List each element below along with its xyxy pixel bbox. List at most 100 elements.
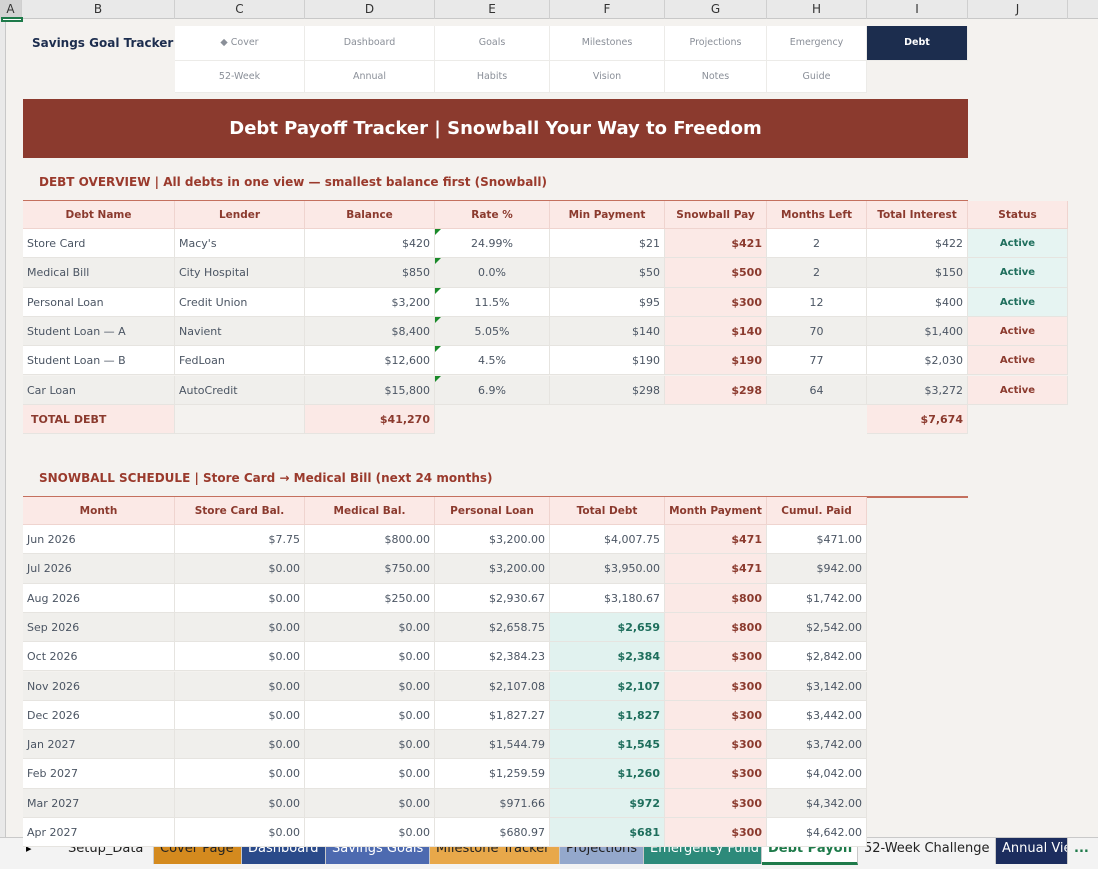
overview-cell-4-4: $190 [550, 346, 665, 376]
overview-cell-4-0: Student Loan — B [23, 346, 175, 376]
schedule-cell-7-5: $300 [665, 730, 767, 760]
overview-cell-2-8: Active [968, 287, 1068, 317]
schedule-header-3: Personal Loan [435, 497, 550, 525]
overview-cell-1-6: 2 [767, 258, 867, 288]
column-header-a[interactable]: A [0, 0, 22, 19]
overview-cell-2-1: Credit Union [175, 287, 305, 317]
overview-cell-2-7: $400 [867, 287, 968, 317]
schedule-cell-0-3: $3,200.00 [435, 525, 550, 555]
nav-link-52-week[interactable]: 52-Week [175, 61, 305, 93]
overview-cell-5-0: Car Loan [23, 375, 175, 405]
schedule-cell-10-0: Apr 2027 [23, 818, 175, 848]
overview-header-2: Balance [305, 201, 435, 229]
schedule-cell-1-6: $942.00 [767, 554, 867, 584]
schedule-cell-6-1: $0.00 [175, 700, 305, 731]
sheet-tab-52-week-challenge[interactable]: 52-Week Challenge [858, 838, 996, 864]
selected-cell-a1[interactable] [1, 17, 23, 22]
nav-link-guide[interactable]: Guide [767, 61, 867, 93]
schedule-cell-10-5: $300 [665, 818, 767, 848]
overview-cell-0-5: $421 [665, 229, 767, 259]
schedule-header-1: Store Card Bal. [175, 497, 305, 525]
column-header-e[interactable]: E [435, 0, 550, 19]
schedule-cell-3-1: $0.00 [175, 612, 305, 643]
schedule-cell-8-0: Feb 2027 [23, 759, 175, 789]
nav-link-vision[interactable]: Vision [550, 61, 665, 93]
schedule-cell-6-6: $3,442.00 [767, 700, 867, 731]
overview-cell-1-2: $850 [305, 258, 435, 288]
schedule-cell-6-4: $1,827 [550, 700, 665, 731]
column-header-j[interactable]: J [968, 0, 1068, 19]
overview-cell-4-7: $2,030 [867, 346, 968, 376]
schedule-cell-2-6: $1,742.00 [767, 583, 867, 613]
overview-cell-1-1: City Hospital [175, 258, 305, 288]
schedule-cell-4-1: $0.00 [175, 642, 305, 672]
row-header-bar [0, 19, 6, 837]
schedule-cell-0-5: $471 [665, 525, 767, 555]
overview-header-0: Debt Name [23, 201, 175, 229]
nav-link-goals[interactable]: Goals [435, 26, 550, 61]
schedule-cell-2-2: $250.00 [305, 583, 435, 613]
schedule-cell-9-5: $300 [665, 788, 767, 818]
nav-link-dashboard[interactable]: Dashboard [305, 26, 435, 61]
schedule-cell-8-6: $4,042.00 [767, 759, 867, 789]
tab-scroll-arrow[interactable]: ▸ [26, 842, 32, 855]
nav-link-debt[interactable]: Debt [867, 26, 968, 61]
column-header-b[interactable]: B [22, 0, 175, 19]
nav-link-annual[interactable]: Annual [305, 61, 435, 93]
nav-link-notes[interactable]: Notes [665, 61, 767, 93]
overview-cell-4-3: 4.5% [435, 346, 550, 376]
schedule-cell-5-4: $2,107 [550, 671, 665, 701]
tabs-more-button[interactable]: ... [1074, 841, 1089, 856]
schedule-cell-2-0: Aug 2026 [23, 583, 175, 613]
nav-link-habits[interactable]: Habits [435, 61, 550, 93]
overview-cell-3-1: Navient [175, 316, 305, 347]
schedule-cell-10-3: $680.97 [435, 818, 550, 848]
overview-cell-0-1: Macy's [175, 229, 305, 259]
schedule-cell-8-2: $0.00 [305, 759, 435, 789]
nav-link-projections[interactable]: Projections [665, 26, 767, 61]
overview-header-7: Total Interest [867, 201, 968, 229]
column-header-f[interactable]: F [550, 0, 665, 19]
overview-cell-4-8: Active [968, 346, 1068, 376]
schedule-cell-3-2: $0.00 [305, 612, 435, 643]
nav-link-emergency[interactable]: Emergency [767, 26, 867, 61]
overview-cell-1-7: $150 [867, 258, 968, 288]
overview-cell-3-3: 5.05% [435, 316, 550, 347]
overview-cell-2-2: $3,200 [305, 287, 435, 317]
sheet-tab-annual-vie[interactable]: Annual Vie [996, 838, 1068, 864]
overview-cell-2-6: 12 [767, 287, 867, 317]
overview-header-3: Rate % [435, 201, 550, 229]
schedule-cell-1-1: $0.00 [175, 554, 305, 584]
schedule-cell-1-0: Jul 2026 [23, 554, 175, 584]
overview-cell-5-3: 6.9% [435, 375, 550, 405]
column-header-h[interactable]: H [767, 0, 867, 19]
overview-cell-3-5: $140 [665, 316, 767, 347]
schedule-cell-9-3: $971.66 [435, 788, 550, 818]
nav-link-cover[interactable]: ◆ Cover [175, 26, 305, 61]
column-header-i[interactable]: I [867, 0, 968, 19]
overview-header-8: Status [968, 201, 1068, 229]
schedule-cell-2-1: $0.00 [175, 583, 305, 613]
column-header-g[interactable]: G [665, 0, 767, 19]
schedule-cell-7-1: $0.00 [175, 730, 305, 760]
nav-link-milestones[interactable]: Milestones [550, 26, 665, 61]
comment-indicator [435, 287, 441, 294]
comment-indicator [435, 375, 441, 382]
column-header-d[interactable]: D [305, 0, 435, 19]
column-header-c[interactable]: C [175, 0, 305, 19]
schedule-cell-4-3: $2,384.23 [435, 642, 550, 672]
overview-cell-1-3: 0.0% [435, 258, 550, 288]
schedule-cell-2-4: $3,180.67 [550, 583, 665, 613]
schedule-cell-10-4: $681 [550, 818, 665, 848]
schedule-cell-5-0: Nov 2026 [23, 671, 175, 701]
nav-title: Savings Goal Tracker [23, 26, 175, 60]
overview-cell-3-0: Student Loan — A [23, 316, 175, 347]
schedule-cell-3-6: $2,542.00 [767, 612, 867, 643]
schedule-cell-7-2: $0.00 [305, 730, 435, 760]
schedule-cell-5-1: $0.00 [175, 671, 305, 701]
overview-cell-1-4: $50 [550, 258, 665, 288]
overview-cell-0-7: $422 [867, 229, 968, 259]
schedule-cell-5-3: $2,107.08 [435, 671, 550, 701]
overview-cell-0-4: $21 [550, 229, 665, 259]
schedule-cell-2-5: $800 [665, 583, 767, 613]
